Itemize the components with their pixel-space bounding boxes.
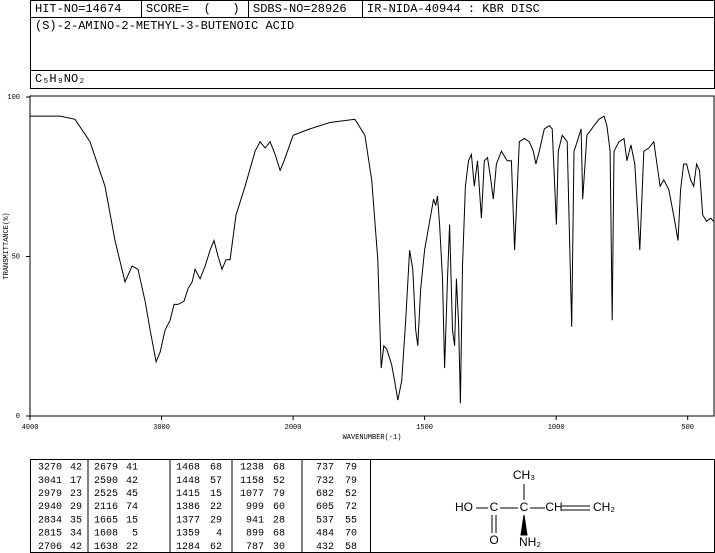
peak-transmittance: 68 — [210, 463, 222, 474]
peak-wavenumber: 2979 — [38, 489, 62, 500]
peak-transmittance: 70 — [345, 529, 357, 540]
peak-wavenumber: 1415 — [176, 489, 200, 500]
atom-label: C — [520, 500, 529, 514]
atom-label: CH — [545, 500, 562, 514]
x-tick-label: 1000 — [548, 424, 565, 432]
peak-transmittance: 15 — [126, 515, 138, 526]
peak-wavenumber: 432 — [316, 542, 334, 553]
y-tick-label: 50 — [12, 253, 20, 261]
peak-wavenumber: 605 — [316, 502, 334, 513]
peak-transmittance: 5 — [132, 529, 138, 540]
peak-wavenumber: 1158 — [240, 476, 264, 487]
peak-wavenumber: 999 — [246, 502, 264, 513]
peak-wavenumber: 3270 — [38, 463, 62, 474]
peak-transmittance: 41 — [126, 463, 138, 474]
peak-transmittance: 79 — [345, 463, 357, 474]
atom-label: O — [489, 533, 498, 547]
peak-transmittance: 28 — [273, 515, 285, 526]
peak-wavenumber: 1077 — [240, 489, 264, 500]
x-axis-label: WAVENUMBER(-1) — [343, 434, 402, 442]
spectrum-line — [30, 115, 715, 404]
x-tick-label: 1500 — [416, 424, 433, 432]
peak-wavenumber: 1608 — [94, 529, 118, 540]
peak-wavenumber: 2940 — [38, 502, 62, 513]
peak-transmittance: 42 — [70, 542, 82, 553]
peak-transmittance: 62 — [210, 542, 222, 553]
peak-wavenumber: 941 — [246, 515, 264, 526]
peak-transmittance: 42 — [70, 463, 82, 474]
atom-label: NH₂ — [519, 535, 541, 549]
peak-transmittance: 23 — [70, 489, 82, 500]
peak-wavenumber: 1468 — [176, 463, 200, 474]
peak-wavenumber: 3041 — [38, 476, 62, 487]
peak-transmittance: 60 — [273, 502, 285, 513]
peak-transmittance: 4 — [216, 529, 222, 540]
y-tick-label: 100 — [7, 94, 20, 102]
x-tick-label: 500 — [681, 424, 694, 432]
x-tick-label: 3000 — [153, 424, 170, 432]
wedge-bond — [520, 514, 528, 536]
peak-wavenumber: 1638 — [94, 542, 118, 553]
atom-label: CH₃ — [513, 468, 535, 482]
peak-wavenumber: 1284 — [176, 542, 200, 553]
peak-transmittance: 34 — [70, 529, 82, 540]
peak-separators — [87, 459, 303, 553]
peak-transmittance: 52 — [345, 489, 357, 500]
peak-transmittance: 29 — [210, 515, 222, 526]
peak-wavenumber: 1386 — [176, 502, 200, 513]
peak-wavenumber: 899 — [246, 529, 264, 540]
peak-transmittance: 42 — [126, 476, 138, 487]
peak-transmittance: 52 — [273, 476, 285, 487]
peak-transmittance: 22 — [126, 542, 138, 553]
peak-wavenumber: 2834 — [38, 515, 62, 526]
peak-wavenumber: 732 — [316, 476, 334, 487]
peak-transmittance: 15 — [210, 489, 222, 500]
peak-transmittance: 45 — [126, 489, 138, 500]
peak-wavenumber: 484 — [316, 529, 334, 540]
peak-wavenumber: 2116 — [94, 502, 118, 513]
y-axis-label: TRANSMITTANCE(%) — [3, 212, 11, 279]
peak-wavenumber: 2815 — [38, 529, 62, 540]
peak-wavenumber: 1359 — [176, 529, 200, 540]
peak-wavenumber: 2679 — [94, 463, 118, 474]
peak-wavenumber: 1448 — [176, 476, 200, 487]
peak-wavenumber: 2590 — [94, 476, 118, 487]
atom-label: HO — [455, 500, 473, 514]
structure-frame — [370, 459, 715, 553]
peak-transmittance: 79 — [273, 489, 285, 500]
peak-transmittance: 29 — [70, 502, 82, 513]
peak-transmittance: 68 — [273, 463, 285, 474]
peak-transmittance: 55 — [345, 515, 357, 526]
peak-transmittance: 68 — [273, 529, 285, 540]
peak-wavenumber: 682 — [316, 489, 334, 500]
peak-wavenumber: 1377 — [176, 515, 200, 526]
y-tick-label: 0 — [16, 413, 20, 421]
peak-wavenumber: 737 — [316, 463, 334, 474]
peak-wavenumber: 1238 — [240, 463, 264, 474]
x-tick-label: 4000 — [22, 424, 39, 432]
peak-transmittance: 58 — [345, 542, 357, 553]
peak-wavenumber: 2525 — [94, 489, 118, 500]
peak-wavenumber: 537 — [316, 515, 334, 526]
peak-wavenumber: 787 — [246, 542, 264, 553]
peak-wavenumber: 2706 — [38, 542, 62, 553]
peak-transmittance: 35 — [70, 515, 82, 526]
peak-transmittance: 72 — [345, 502, 357, 513]
peak-transmittance: 57 — [210, 476, 222, 487]
x-tick-label: 2000 — [285, 424, 302, 432]
peak-transmittance: 79 — [345, 476, 357, 487]
bonds — [476, 484, 590, 536]
method: IR-NIDA-40944 : KBR DISC — [362, 0, 715, 18]
peak-transmittance: 30 — [273, 542, 285, 553]
atom-label: CH₂ — [593, 500, 615, 514]
peak-wavenumber: 1665 — [94, 515, 118, 526]
peak-transmittance: 22 — [210, 502, 222, 513]
peak-transmittance: 74 — [126, 502, 138, 513]
atom-label: C — [490, 500, 499, 514]
peak-transmittance: 17 — [70, 476, 82, 487]
